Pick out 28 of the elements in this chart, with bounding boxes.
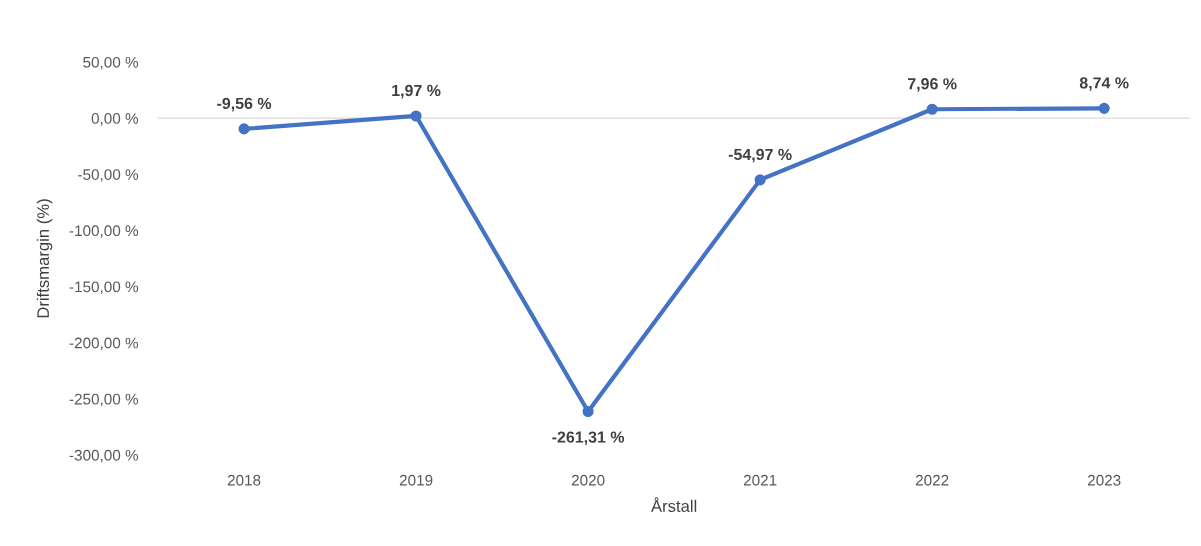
point xyxy=(754,174,766,186)
point xyxy=(238,123,250,135)
y-tick-label: -150,00 % xyxy=(69,281,139,295)
x-tick-label: 2018 xyxy=(227,474,261,486)
y-tick-label: -250,00 % xyxy=(69,393,139,407)
point xyxy=(410,110,422,122)
x-axis-title: Årstall xyxy=(651,497,697,513)
data-label: -9,56 % xyxy=(217,97,272,112)
x-tick-label: 2023 xyxy=(1087,474,1121,486)
x-tick-label: 2022 xyxy=(915,474,949,486)
y-tick-label: -200,00 % xyxy=(69,337,139,351)
y-axis-title: Driftsmargin (%) xyxy=(36,199,53,318)
y-tick-label: 50,00 % xyxy=(83,56,139,70)
x-tick-label: 2021 xyxy=(743,474,777,486)
y-tick-label: 0,00 % xyxy=(91,113,139,126)
data-label: 8,74 % xyxy=(1079,77,1129,91)
data-label: 7,96 % xyxy=(907,78,957,92)
y-tick-label: -300,00 % xyxy=(69,449,139,463)
y-tick-label: -100,00 % xyxy=(69,225,139,238)
data-label: 1,97 % xyxy=(392,84,441,99)
data-label: -261,31 % xyxy=(552,431,625,446)
x-tick-label: 2020 xyxy=(571,474,605,486)
point xyxy=(926,103,938,115)
data-label: -54,97 % xyxy=(728,148,792,163)
point xyxy=(582,405,594,418)
x-tick-label: 2019 xyxy=(399,474,433,486)
point xyxy=(1098,102,1110,114)
y-tick-label: -50,00 % xyxy=(78,169,139,182)
